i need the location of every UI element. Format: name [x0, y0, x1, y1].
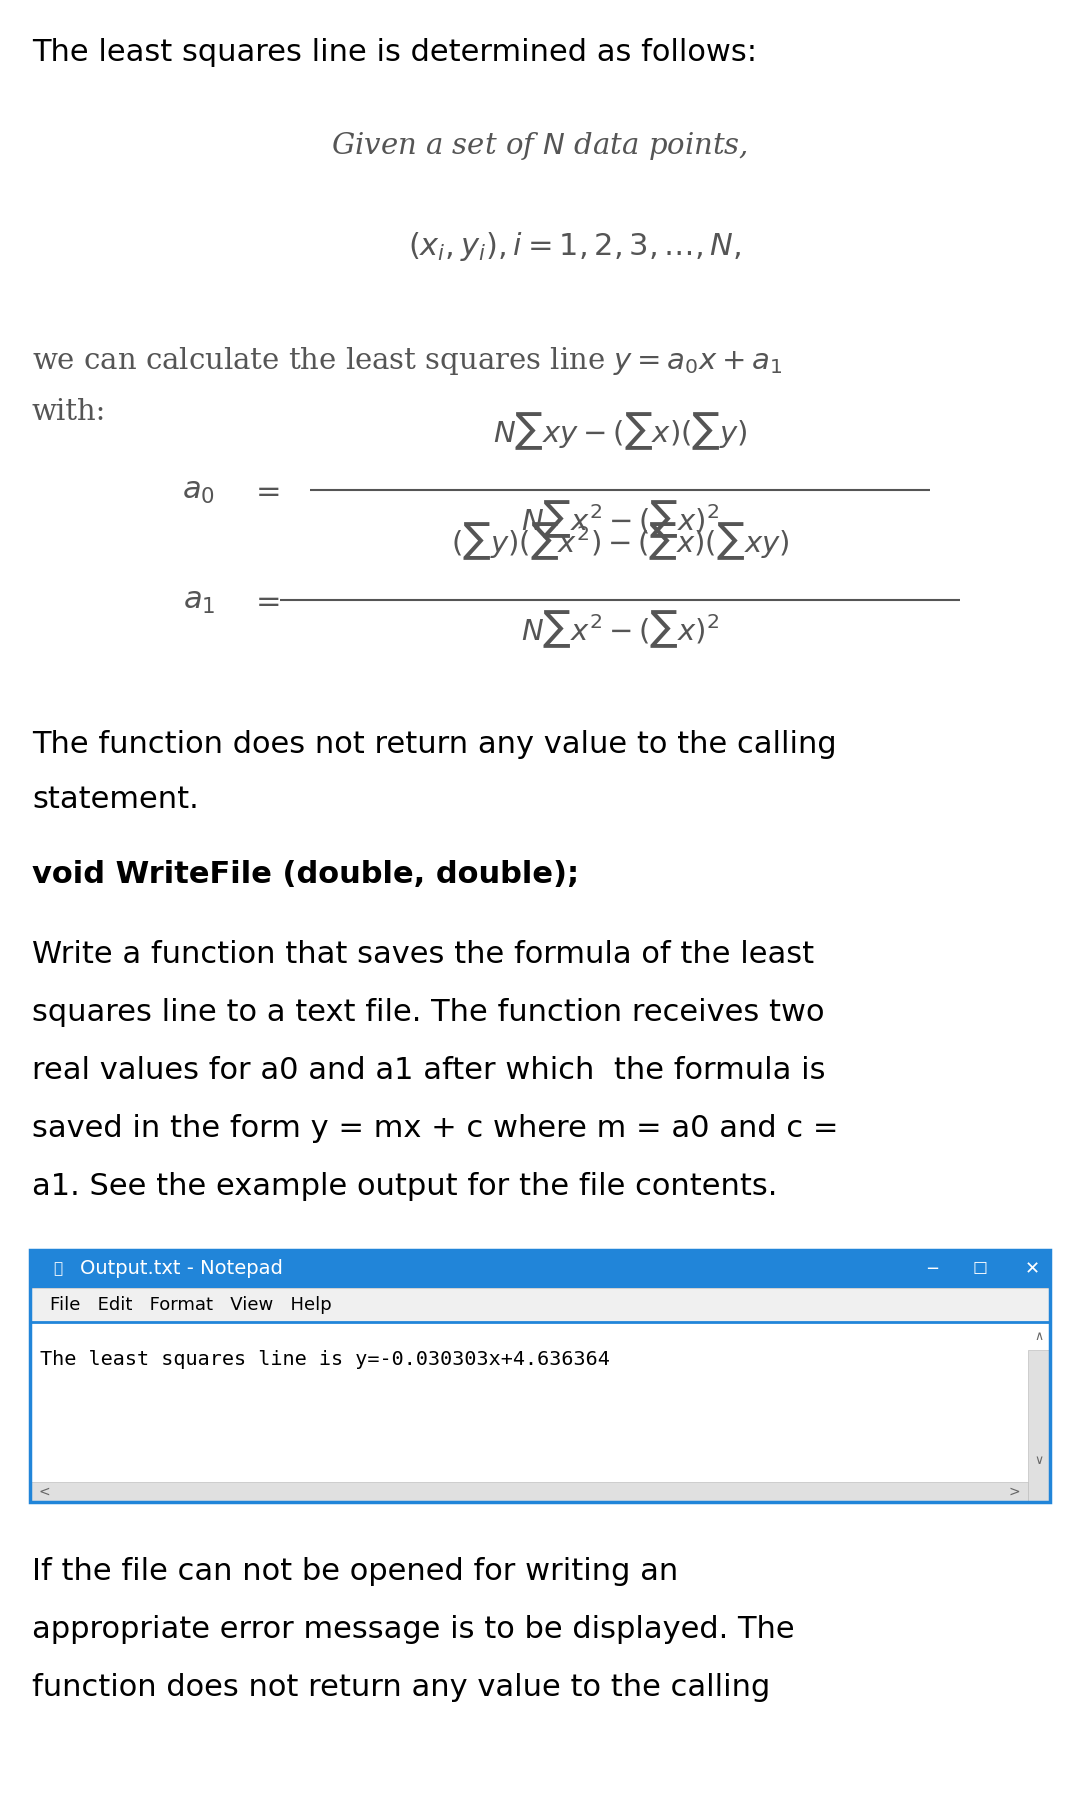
- Text: void WriteFile (double, double);: void WriteFile (double, double);: [32, 859, 579, 888]
- Bar: [30, 1250, 1050, 1288]
- Text: ∧: ∧: [1035, 1330, 1043, 1342]
- Text: saved in the form y = mx + c where m = a0 and c =: saved in the form y = mx + c where m = a…: [32, 1114, 838, 1143]
- Text: $(x_i, y_i), i = 1, 2, 3, \ldots, N,$: $(x_i, y_i), i = 1, 2, 3, \ldots, N,$: [408, 230, 742, 262]
- Text: File   Edit   Format   View   Help: File Edit Format View Help: [50, 1295, 332, 1313]
- Text: $N\sum xy - (\sum x)(\sum y)$: $N\sum xy - (\sum x)(\sum y)$: [492, 411, 747, 452]
- Text: ☐: ☐: [973, 1261, 987, 1277]
- Bar: [30, 1482, 1028, 1501]
- Bar: [30, 1288, 1050, 1322]
- Text: function does not return any value to the calling: function does not return any value to th…: [32, 1673, 770, 1702]
- Text: ✕: ✕: [1025, 1261, 1040, 1277]
- Text: we can calculate the least squares line $y = a_0x+a_1$: we can calculate the least squares line …: [32, 346, 782, 376]
- Text: $N\sum x^2 - (\sum x)^2$: $N\sum x^2 - (\sum x)^2$: [521, 497, 719, 539]
- Text: >: >: [1009, 1485, 1020, 1500]
- Text: squares line to a text file. The function receives two: squares line to a text file. The functio…: [32, 999, 824, 1028]
- Bar: [30, 1322, 1050, 1501]
- Bar: [30, 1322, 1050, 1501]
- Text: ─: ─: [927, 1261, 937, 1277]
- Text: $(\sum y)(\sum x^2) - (\sum x)(\sum xy)$: $(\sum y)(\sum x^2) - (\sum x)(\sum xy)$: [450, 521, 789, 563]
- Text: $N\sum x^2 - (\sum x)^2$: $N\sum x^2 - (\sum x)^2$: [521, 608, 719, 649]
- Text: appropriate error message is to be displayed. The: appropriate error message is to be displ…: [32, 1615, 795, 1644]
- Text: Given a set of $\mathit{N}$ data points,: Given a set of $\mathit{N}$ data points,: [332, 130, 748, 163]
- Text: 📄: 📄: [53, 1261, 63, 1277]
- Text: $a_1$: $a_1$: [183, 584, 215, 615]
- Text: $a_0$: $a_0$: [183, 474, 215, 505]
- Text: $=$: $=$: [249, 584, 281, 615]
- Bar: [30, 1250, 1050, 1501]
- Bar: [1028, 1350, 1050, 1501]
- Text: If the file can not be opened for writing an: If the file can not be opened for writin…: [32, 1558, 678, 1586]
- Text: The least squares line is y=-0.030303x+4.636364: The least squares line is y=-0.030303x+4…: [40, 1350, 610, 1369]
- Text: with:: with:: [32, 398, 106, 425]
- Text: Write a function that saves the formula of the least: Write a function that saves the formula …: [32, 941, 814, 970]
- Text: <: <: [38, 1485, 50, 1500]
- Text: a1. See the example output for the file contents.: a1. See the example output for the file …: [32, 1172, 778, 1201]
- Text: real values for a0 and a1 after which  the formula is: real values for a0 and a1 after which th…: [32, 1056, 825, 1085]
- Text: $=$: $=$: [249, 474, 281, 505]
- Text: statement.: statement.: [32, 785, 199, 814]
- Text: ∨: ∨: [1035, 1453, 1043, 1467]
- Text: The least squares line is determined as follows:: The least squares line is determined as …: [32, 38, 757, 67]
- Text: Output.txt - Notepad: Output.txt - Notepad: [80, 1259, 283, 1279]
- Text: The function does not return any value to the calling: The function does not return any value t…: [32, 731, 837, 760]
